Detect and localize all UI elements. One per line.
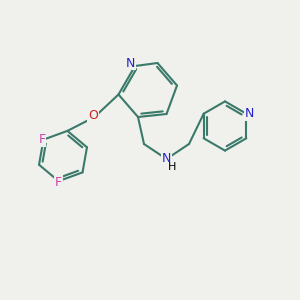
Text: F: F <box>55 176 62 189</box>
Text: N: N <box>126 56 135 70</box>
Text: H: H <box>168 161 176 172</box>
Text: N: N <box>162 152 171 166</box>
Text: O: O <box>88 109 98 122</box>
Text: N: N <box>244 107 254 120</box>
Text: F: F <box>38 133 46 146</box>
